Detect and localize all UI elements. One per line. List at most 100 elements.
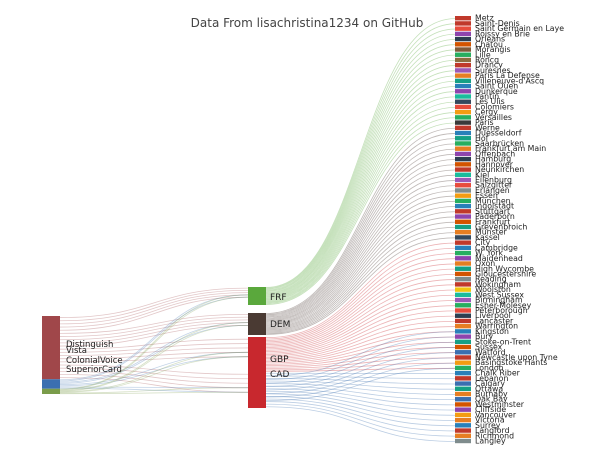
city-node-paris[interactable]: [455, 120, 471, 125]
city-node-munster[interactable]: [455, 230, 471, 235]
city-node-langford[interactable]: [455, 428, 471, 433]
city-node-victoria[interactable]: [455, 417, 471, 423]
city-node-erlangen[interactable]: [455, 188, 471, 193]
city-node-liverpool[interactable]: [455, 313, 471, 318]
city-label-ingolstadt: Ingolstadt: [475, 202, 514, 211]
city-node-vancouver[interactable]: [455, 412, 471, 418]
city-node-newcastle-upon-tyne[interactable]: [455, 355, 471, 360]
currency-node-cad[interactable]: [248, 372, 266, 408]
city-node-langley[interactable]: [455, 438, 471, 444]
city-node-dunkerque[interactable]: [455, 89, 471, 94]
city-node-duesseldorf[interactable]: [455, 130, 471, 136]
link-colonialvoice-dem: [59, 322, 249, 383]
city-node-colomiers[interactable]: [455, 104, 471, 110]
city-node-les-ulis[interactable]: [455, 99, 471, 104]
city-node-maidenhead[interactable]: [455, 256, 471, 261]
city-node-oxon[interactable]: [455, 261, 471, 266]
city-node-lancaster[interactable]: [455, 318, 471, 324]
city-node-lebanon[interactable]: [455, 376, 471, 381]
city-node-versailles[interactable]: [455, 115, 471, 120]
source-node-colonialvoice[interactable]: [42, 379, 60, 389]
city-node-grevenbroich[interactable]: [455, 224, 471, 230]
city-node-werne[interactable]: [455, 125, 471, 131]
city-node-ottawa[interactable]: [455, 386, 471, 392]
city-node-roncq[interactable]: [455, 57, 471, 63]
city-node-lille[interactable]: [455, 52, 471, 57]
city-node-metz[interactable]: [455, 16, 471, 21]
city-node-hannover[interactable]: [455, 162, 471, 167]
city-node-eilenburg[interactable]: [455, 177, 471, 183]
city-node-cambridge[interactable]: [455, 245, 471, 251]
city-node-kingston[interactable]: [455, 329, 471, 334]
city-node-kiel[interactable]: [455, 172, 471, 178]
city-node-woolston[interactable]: [455, 287, 471, 292]
city-node-essen[interactable]: [455, 193, 471, 198]
city-node-city[interactable]: [455, 240, 471, 245]
city-node-esher-molesey[interactable]: [455, 303, 471, 308]
city-node-stuttgart[interactable]: [455, 209, 471, 214]
city-node-paderborn[interactable]: [455, 214, 471, 219]
source-node-superiorcard[interactable]: [42, 388, 60, 394]
currency-node-frf[interactable]: [248, 287, 266, 305]
city-node-chalk-riber[interactable]: [455, 370, 471, 376]
city-node-hamburg[interactable]: [455, 156, 471, 162]
city-node-saint-germain-en-laye[interactable]: [455, 26, 471, 31]
city-node-drancy[interactable]: [455, 62, 471, 68]
city-node-west-sussex[interactable]: [455, 292, 471, 298]
source-node-distinguish[interactable]: [42, 316, 60, 380]
city-node-neunkirchen[interactable]: [455, 167, 471, 172]
city-node-watford[interactable]: [455, 350, 471, 355]
city-node-hof[interactable]: [455, 136, 471, 141]
city-node-offenbach[interactable]: [455, 151, 471, 157]
city-node-kassel[interactable]: [455, 235, 471, 240]
city-node-high-wycombe[interactable]: [455, 266, 471, 271]
link-dem-kiel: [265, 174, 456, 323]
city-node-calgary[interactable]: [455, 381, 471, 386]
city-node-salzgitter[interactable]: [455, 183, 471, 188]
city-node-cliffside[interactable]: [455, 407, 471, 412]
city-node-cergy[interactable]: [455, 109, 471, 115]
city-node-orleans[interactable]: [455, 36, 471, 42]
city-node-richmond[interactable]: [455, 433, 471, 438]
city-node-burnaby[interactable]: [455, 391, 471, 397]
link-cad-lebanon: [265, 375, 456, 380]
city-node-munchen[interactable]: [455, 198, 471, 204]
city-node-ingolstadt[interactable]: [455, 203, 471, 209]
city-node-london[interactable]: [455, 365, 471, 371]
city-node-paris-la-defense[interactable]: [455, 73, 471, 78]
city-node-wokingham[interactable]: [455, 282, 471, 287]
city-node-suresnes[interactable]: [455, 68, 471, 73]
city-node-saarbrucken[interactable]: [455, 141, 471, 146]
city-node-saint-denis[interactable]: [455, 21, 471, 26]
city-node-chatou[interactable]: [455, 42, 471, 47]
link-dem-salzgitter: [265, 185, 456, 325]
city-node-frankfurt[interactable]: [455, 219, 471, 224]
city-node-stoke-on-trent[interactable]: [455, 339, 471, 345]
city-node-gloucestershire[interactable]: [455, 271, 471, 277]
city-node-villeneuve-d-ascq[interactable]: [455, 78, 471, 84]
city-node-peterborough[interactable]: [455, 308, 471, 313]
city-node-birmingham[interactable]: [455, 297, 471, 303]
currency-node-dem[interactable]: [248, 313, 266, 335]
city-label-basingstoke-hants: Basingstoke Hants: [475, 358, 547, 367]
city-node-w-york[interactable]: [455, 250, 471, 256]
link-cad-watford: [265, 352, 456, 391]
city-node-reading[interactable]: [455, 276, 471, 282]
city-node-westminster[interactable]: [455, 402, 471, 407]
city-node-warrington[interactable]: [455, 323, 471, 329]
city-node-saint-ouen[interactable]: [455, 83, 471, 89]
city-node-frankfurt-am-main[interactable]: [455, 146, 471, 151]
link-frf-orleans: [265, 39, 456, 292]
city-node-bury[interactable]: [455, 334, 471, 339]
city-node-basingstoke-hants[interactable]: [455, 360, 471, 365]
city-node-surrey[interactable]: [455, 423, 471, 428]
city-node-pantin[interactable]: [455, 94, 471, 99]
link-frf-metz: [265, 18, 456, 288]
city-node-morangis[interactable]: [455, 47, 471, 52]
link-dem-hamburg: [265, 159, 456, 320]
city-node-oak-bay[interactable]: [455, 397, 471, 402]
city-node-roissy-en-brie[interactable]: [455, 31, 471, 37]
currency-node-gbp[interactable]: [248, 337, 266, 372]
city-label-calgary: Calgary: [475, 379, 505, 388]
city-node-sussex[interactable]: [455, 344, 471, 350]
